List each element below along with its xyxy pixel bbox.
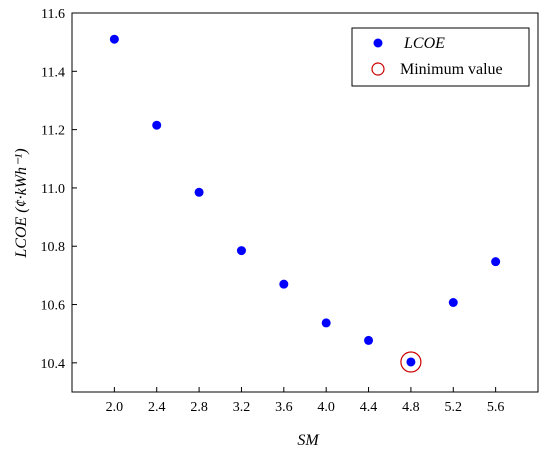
x-tick-label: 4.0: [317, 400, 335, 415]
y-tick-label: 11.0: [41, 182, 65, 197]
legend-lcoe-label: LCOE: [403, 35, 445, 52]
x-tick-label: 3.2: [233, 400, 251, 415]
legend: LCOE Minimum value: [351, 27, 530, 87]
lcoe-point: [194, 187, 204, 197]
x-tick-label: 5.2: [445, 400, 463, 415]
y-axis-ticks: 10.4 10.6 10.8 11.0 11.2 11.4 11.6: [41, 7, 77, 372]
legend-minimum-label: Minimum value: [400, 61, 503, 78]
y-axis-title: LCOE (¢·kWh⁻¹): [13, 148, 30, 258]
x-tick-label: 5.6: [487, 400, 505, 415]
x-tick-label: 2.8: [190, 400, 208, 415]
y-tick-label: 10.6: [41, 299, 66, 314]
x-tick-label: 2.4: [148, 400, 166, 415]
x-axis-title: SM: [297, 432, 320, 449]
y-tick-label: 11.6: [41, 7, 65, 22]
x-tick-label: 4.4: [360, 400, 378, 415]
y-tick-label: 11.2: [41, 124, 65, 139]
lcoe-point: [364, 335, 374, 345]
legend-minimum-marker: [371, 62, 385, 76]
legend-lcoe-marker: [373, 38, 383, 48]
y-tick-label: 10.4: [41, 357, 66, 372]
y-tick-label: 11.4: [41, 65, 65, 80]
lcoe-point: [236, 246, 246, 256]
plot-frame: [71, 12, 539, 393]
minimum-value-marker: [400, 351, 422, 373]
x-axis-ticks: 2.0 2.4 2.8 3.2 3.6 4.0 4.4 4.8 5.2 5.6: [106, 387, 505, 415]
legend-box: [351, 27, 530, 87]
lcoe-point: [406, 357, 416, 367]
x-tick-label: 4.8: [402, 400, 420, 415]
lcoe-point: [491, 257, 501, 267]
y-tick-label: 10.8: [41, 240, 66, 255]
lcoe-point: [448, 297, 458, 307]
lcoe-point: [109, 34, 119, 44]
x-tick-label: 3.6: [275, 400, 293, 415]
lcoe-point: [321, 318, 331, 328]
data-points: [109, 34, 501, 373]
x-tick-label: 2.0: [106, 400, 124, 415]
lcoe-point: [279, 279, 289, 289]
lcoe-point: [152, 120, 162, 130]
